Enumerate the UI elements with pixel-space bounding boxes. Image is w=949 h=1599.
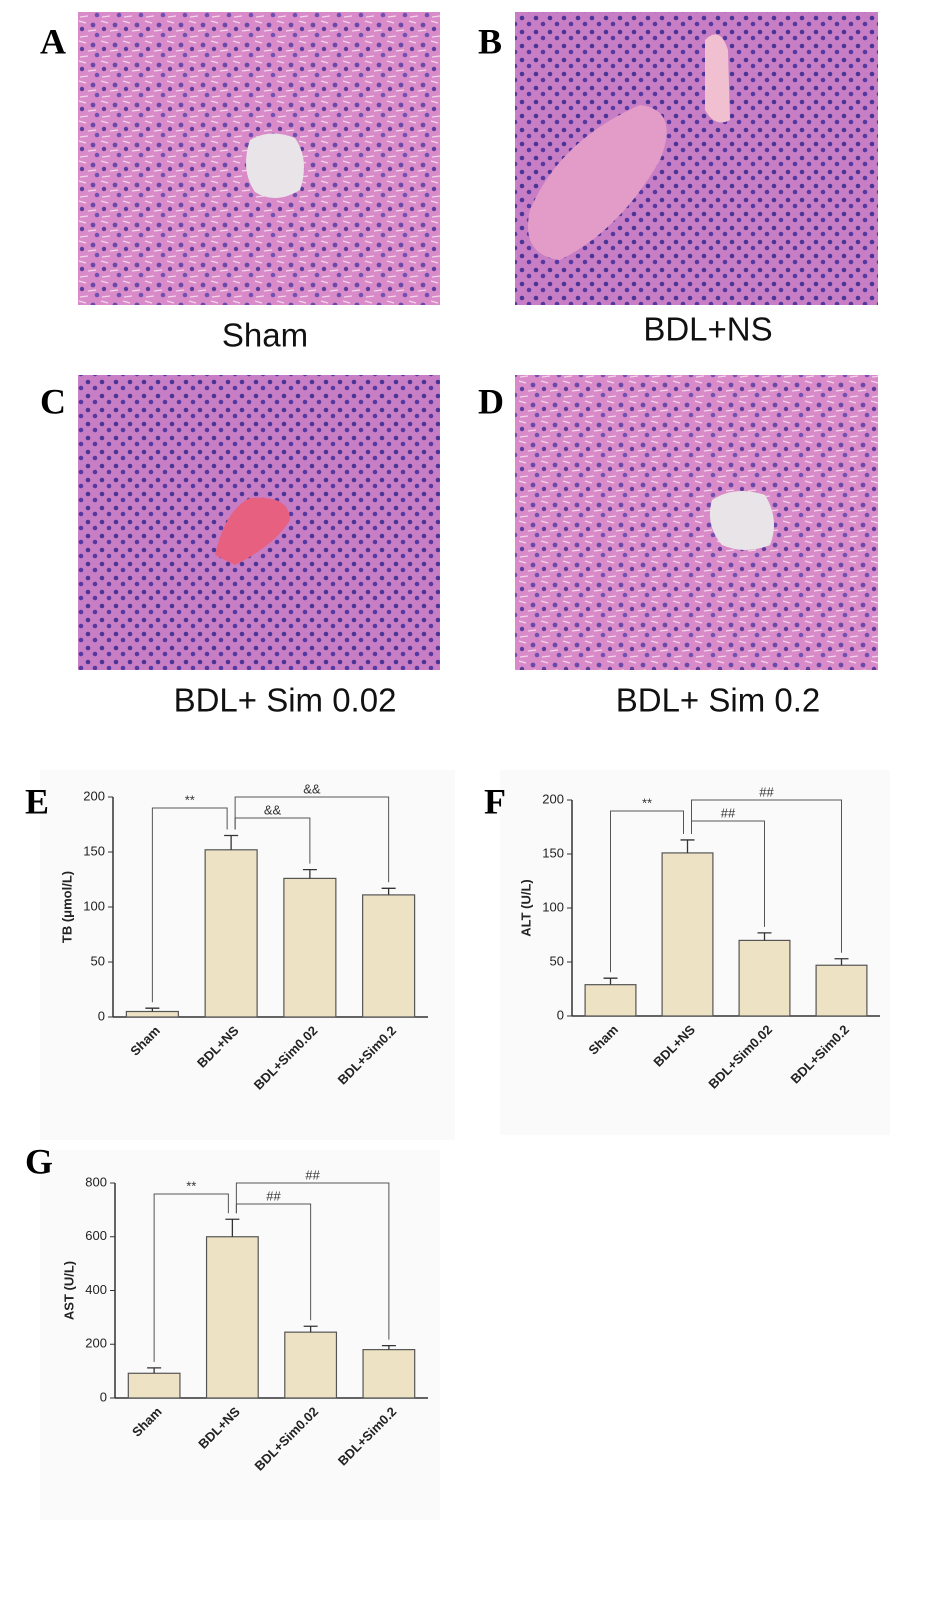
bar <box>584 984 637 1017</box>
bar <box>362 1349 416 1399</box>
panel-letter: F <box>484 781 506 821</box>
error-bar <box>147 1367 162 1374</box>
panel-letter: C <box>40 381 66 421</box>
photo-caption: Sham <box>222 317 308 354</box>
y-tick-label: 0 <box>557 1007 564 1022</box>
bar <box>738 939 791 1017</box>
photo-caption: BDL+ Sim 0.2 <box>616 682 821 719</box>
bar <box>284 1331 338 1399</box>
y-tick-label: 600 <box>85 1228 107 1243</box>
error-bar <box>303 1325 318 1333</box>
significance-label: && <box>264 802 282 817</box>
photo-c <box>78 375 440 670</box>
significance-bracket <box>151 807 228 1003</box>
y-tick-label: 200 <box>542 791 564 806</box>
significance-label: ## <box>305 1167 320 1182</box>
bar <box>204 849 258 1018</box>
y-tick-label: 200 <box>85 1336 107 1351</box>
error-bar <box>603 977 618 985</box>
y-tick-label: 0 <box>98 1008 105 1023</box>
significance-label: ** <box>185 792 195 807</box>
error-bar <box>381 887 396 895</box>
y-tick-label: 50 <box>550 953 564 968</box>
error-bar <box>757 932 772 941</box>
y-tick-label: 0 <box>100 1389 107 1404</box>
significance-bracket <box>691 799 842 953</box>
bar <box>125 1010 179 1018</box>
photo-caption: BDL+NS <box>643 311 772 348</box>
error-bar <box>680 839 695 853</box>
panel-letter: E <box>25 781 49 821</box>
significance-bracket <box>235 1182 390 1340</box>
photo-b <box>515 12 878 305</box>
significance-label: ** <box>186 1178 196 1193</box>
bar <box>362 894 416 1018</box>
y-tick-label: 200 <box>83 788 105 803</box>
bar <box>127 1372 181 1399</box>
bar <box>283 877 337 1018</box>
panel-letter: D <box>478 381 504 421</box>
y-tick-label: 100 <box>83 898 105 913</box>
error-bar <box>225 1218 240 1237</box>
bar <box>205 1236 259 1399</box>
significance-label: ## <box>759 784 774 799</box>
y-tick-label: 150 <box>542 845 564 860</box>
photo-d <box>515 375 878 670</box>
panel-letter: A <box>40 21 66 61</box>
error-bar <box>834 958 849 966</box>
y-tick-label: 100 <box>542 899 564 914</box>
significance-label: ## <box>266 1188 281 1203</box>
panel-letter: G <box>25 1141 53 1181</box>
error-bar <box>224 834 239 850</box>
y-tick-label: 150 <box>83 843 105 858</box>
bar <box>815 964 868 1017</box>
bar <box>661 852 714 1017</box>
panel-letter: B <box>478 21 502 61</box>
photo-a <box>78 12 440 305</box>
y-tick-label: 50 <box>91 953 105 968</box>
significance-label: ** <box>642 795 652 810</box>
y-tick-label: 800 <box>85 1174 107 1189</box>
y-tick-label: 400 <box>85 1282 107 1297</box>
significance-label: ## <box>721 805 736 820</box>
significance-bracket <box>153 1193 229 1362</box>
error-bar <box>302 868 317 879</box>
significance-label: && <box>303 781 321 796</box>
significance-bracket <box>234 796 390 883</box>
error-bar <box>145 1007 160 1012</box>
y-axis-label: AST (U/L) <box>61 1261 76 1320</box>
photo-caption: BDL+ Sim 0.02 <box>174 682 397 719</box>
error-bar <box>381 1344 396 1350</box>
significance-bracket <box>610 810 684 973</box>
y-axis-label: ALT (U/L) <box>518 879 533 937</box>
y-axis-label: TB (μmol/L) <box>59 871 74 943</box>
